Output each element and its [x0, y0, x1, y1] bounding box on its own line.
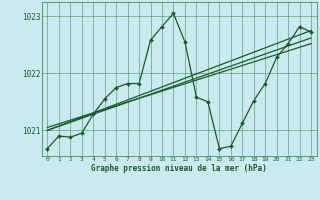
X-axis label: Graphe pression niveau de la mer (hPa): Graphe pression niveau de la mer (hPa): [91, 164, 267, 173]
